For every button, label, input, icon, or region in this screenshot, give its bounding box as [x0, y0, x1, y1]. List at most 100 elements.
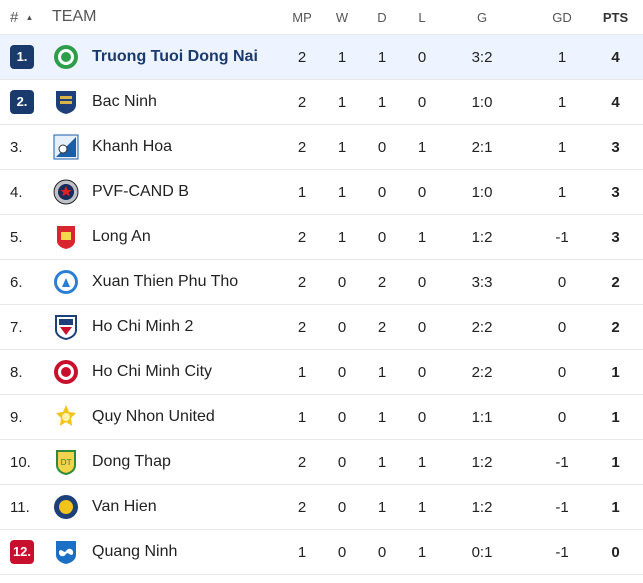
d-cell: 1 [377, 498, 387, 516]
l-cell: 0 [417, 93, 427, 111]
table-row[interactable]: 3. Khanh Hoa 2 1 0 1 2:1 1 3 [0, 125, 643, 170]
w-cell: 1 [337, 93, 347, 111]
rank-value: 11. [10, 498, 30, 516]
pts-cell: 1 [611, 363, 620, 381]
table-row[interactable]: 4. PVF-CAND B 1 1 0 0 1:0 1 3 [0, 170, 643, 215]
team-name[interactable]: Van Hien [92, 498, 157, 515]
l-header[interactable]: L [418, 9, 426, 25]
table-row[interactable]: 12. Quang Ninh 1 0 0 1 0:1 -1 0 [0, 530, 643, 575]
d-cell: 2 [377, 273, 387, 291]
table-row[interactable]: 10. DT Dong Thap 2 0 1 1 1:2 -1 1 [0, 440, 643, 485]
l-cell: 1 [417, 543, 427, 561]
team-header: TEAM [52, 8, 97, 25]
pts-cell: 3 [611, 228, 620, 246]
team-name[interactable]: Xuan Thien Phu Tho [92, 273, 239, 290]
table-row[interactable]: 7. Ho Chi Minh 2 2 0 2 0 2:2 0 2 [0, 305, 643, 350]
l-cell: 0 [417, 48, 427, 66]
d-cell: 1 [377, 408, 387, 426]
team-name[interactable]: Khanh Hoa [92, 138, 173, 155]
team-cell[interactable]: DT Dong Thap [48, 448, 282, 476]
mp-cell: 2 [297, 453, 307, 471]
table-row[interactable]: 2. Bac Ninh 2 1 1 0 1:0 1 4 [0, 80, 643, 125]
dong-thap-logo-icon: DT [52, 448, 80, 476]
mp-header[interactable]: MP [292, 9, 312, 25]
d-cell: 1 [377, 48, 387, 66]
d-cell: 1 [377, 363, 387, 381]
long-an-logo-icon [52, 223, 80, 251]
g-header[interactable]: G [476, 9, 488, 25]
l-cell: 0 [417, 273, 427, 291]
team-cell[interactable]: Xuan Thien Phu Tho [48, 268, 282, 296]
team-name[interactable]: Dong Thap [92, 453, 171, 470]
table-body: 1. Truong Tuoi Dong Nai 2 1 1 0 3:2 1 4 … [0, 35, 643, 575]
w-cell: 0 [337, 318, 347, 336]
w-cell: 0 [337, 408, 347, 426]
rank-cell: 11. [0, 499, 48, 516]
team-cell[interactable]: Quang Ninh [48, 538, 282, 566]
team-cell[interactable]: Ho Chi Minh City [48, 358, 282, 386]
table-row[interactable]: 5. Long An 2 1 0 1 1:2 -1 3 [0, 215, 643, 260]
w-cell: 0 [337, 543, 347, 561]
table-row[interactable]: 6. Xuan Thien Phu Tho 2 0 2 0 3:3 0 2 [0, 260, 643, 305]
khanh-hoa-logo-icon [52, 133, 80, 161]
mp-cell: 2 [297, 228, 307, 246]
table-row[interactable]: 11. Van Hien 2 0 1 1 1:2 -1 1 [0, 485, 643, 530]
team-name[interactable]: PVF-CAND B [92, 183, 189, 200]
team-cell[interactable]: Ho Chi Minh 2 [48, 313, 282, 341]
truong-tuoi-dong-nai-logo-icon [52, 43, 80, 71]
table-row[interactable]: 8. Ho Chi Minh City 1 0 1 0 2:2 0 1 [0, 350, 643, 395]
team-cell[interactable]: Van Hien [48, 493, 282, 521]
ho-chi-minh-2-logo-icon [52, 313, 80, 341]
pts-header[interactable]: PTS [602, 9, 629, 25]
rank-value: 4. [10, 183, 23, 201]
d-cell: 0 [377, 183, 387, 201]
table-row[interactable]: 9. Quy Nhon United 1 0 1 0 1:1 0 1 [0, 395, 643, 440]
team-name[interactable]: Bac Ninh [92, 93, 157, 110]
w-header[interactable]: W [335, 9, 349, 25]
d-header[interactable]: D [377, 9, 387, 25]
rank-cell: 5. [0, 229, 48, 246]
table-row[interactable]: 1. Truong Tuoi Dong Nai 2 1 1 0 3:2 1 4 [0, 35, 643, 80]
pts-cell: 0 [611, 543, 620, 561]
g-cell: 1:2 [471, 228, 493, 246]
rank-value: 10. [10, 453, 31, 471]
pts-cell: 4 [611, 93, 620, 111]
l-cell: 0 [417, 408, 427, 426]
rank-badge: 1. [10, 45, 34, 69]
gd-header[interactable]: GD [552, 9, 572, 25]
team-cell[interactable]: Truong Tuoi Dong Nai [48, 43, 282, 71]
team-name[interactable]: Ho Chi Minh City [92, 363, 213, 380]
team-cell[interactable]: Bac Ninh [48, 88, 282, 116]
g-cell: 1:0 [471, 183, 493, 201]
l-cell: 0 [417, 183, 427, 201]
team-cell[interactable]: PVF-CAND B [48, 178, 282, 206]
rank-cell: 3. [0, 139, 48, 156]
g-cell: 2:1 [471, 138, 493, 156]
w-cell: 1 [337, 138, 347, 156]
mp-cell: 1 [297, 183, 307, 201]
g-cell: 1:0 [471, 93, 493, 111]
team-cell[interactable]: Quy Nhon United [48, 403, 282, 431]
rank-badge: 12. [10, 540, 34, 564]
sort-up-icon: ▲ [25, 13, 34, 23]
mp-cell: 1 [297, 408, 307, 426]
rank-cell: 10. [0, 454, 48, 471]
l-cell: 1 [417, 228, 427, 246]
mp-cell: 2 [297, 498, 307, 516]
team-name[interactable]: Long An [92, 228, 151, 245]
g-cell: 3:3 [471, 273, 493, 291]
team-name[interactable]: Quy Nhon United [92, 408, 215, 425]
team-name[interactable]: Quang Ninh [92, 543, 178, 560]
team-name[interactable]: Truong Tuoi Dong Nai [92, 48, 258, 65]
rank-header[interactable]: # ▲ [0, 9, 48, 26]
team-cell[interactable]: Long An [48, 223, 282, 251]
pts-cell: 1 [611, 498, 620, 516]
pts-cell: 3 [611, 183, 620, 201]
rank-cell: 1. [0, 45, 48, 69]
team-cell[interactable]: Khanh Hoa [48, 133, 282, 161]
l-cell: 1 [417, 138, 427, 156]
team-name[interactable]: Ho Chi Minh 2 [92, 318, 194, 335]
table-header: # ▲ TEAM MP W D L G GD PTS [0, 0, 643, 35]
rank-value: 3. [10, 138, 23, 156]
